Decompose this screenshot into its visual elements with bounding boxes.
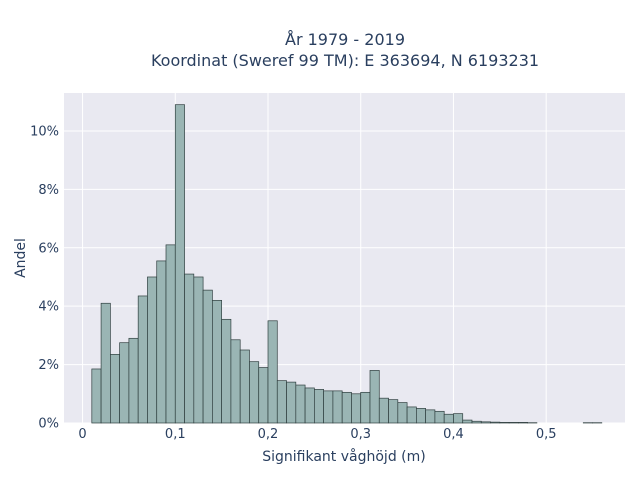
histogram-bar	[443, 413, 454, 424]
x-tick-label: 0,3	[350, 427, 371, 442]
histogram-bar	[360, 391, 371, 424]
x-tick-label: 0	[78, 427, 86, 442]
y-tick-label: 0%	[38, 417, 59, 432]
histogram-bar	[341, 391, 352, 424]
histogram-bar	[416, 408, 426, 424]
y-axis-label: Andel	[13, 238, 29, 278]
histogram-bar	[165, 244, 176, 424]
histogram-bar	[239, 349, 250, 424]
x-axis-label: Signifikant våghöjd (m)	[262, 448, 425, 465]
histogram-bar	[230, 339, 241, 424]
y-tick-label: 2%	[38, 358, 59, 373]
x-tick-label: 0,2	[258, 427, 279, 442]
histogram-bar	[174, 104, 185, 424]
chart-title-line2: Koordinat (Sweref 99 TM): E 363694, N 61…	[151, 51, 539, 70]
histogram-bar	[508, 422, 519, 424]
histogram-bar	[369, 370, 380, 424]
histogram-bar	[323, 390, 334, 424]
histogram-bar	[119, 342, 130, 424]
histogram-bar	[388, 399, 399, 424]
histogram-bar	[276, 380, 287, 424]
histogram-bar	[91, 368, 102, 424]
histogram-bar	[100, 302, 111, 424]
x-tick-labels: 0 0,1 0,2 0,3 0,4 0,5	[78, 427, 556, 442]
x-tick-label: 0,1	[165, 427, 186, 442]
histogram-bar	[406, 406, 417, 424]
histogram-bar	[378, 397, 389, 424]
histogram-bar	[184, 273, 195, 424]
histogram-bar	[434, 410, 445, 424]
histogram-bar	[156, 260, 167, 424]
histogram-bar	[462, 419, 473, 424]
x-tick-label: 0,4	[443, 427, 464, 442]
y-tick-labels: 0% 2% 4% 6% 8% 10%	[30, 124, 59, 431]
histogram-bar	[351, 393, 362, 424]
histogram-bar	[518, 422, 528, 424]
histogram-bar	[258, 367, 269, 424]
chart-title-line1: År 1979 - 2019	[285, 30, 405, 49]
histogram-bar	[314, 389, 324, 424]
histogram-bar	[332, 390, 343, 424]
histogram-bar	[499, 422, 510, 424]
histogram-bar	[397, 402, 408, 424]
histogram-bar	[202, 289, 213, 424]
histogram-bar	[249, 361, 260, 424]
histogram-bar	[304, 387, 315, 424]
histogram-bar	[453, 413, 464, 424]
histogram-bar	[295, 384, 306, 424]
y-tick-label: 6%	[38, 241, 59, 256]
histogram-bar	[471, 420, 482, 424]
histogram-bar	[147, 276, 158, 424]
histogram-bar	[286, 381, 297, 424]
x-tick-label: 0,5	[536, 427, 557, 442]
bars-group	[91, 104, 603, 424]
histogram-bar	[137, 295, 148, 424]
y-tick-label: 8%	[38, 183, 59, 198]
histogram-bar	[128, 337, 139, 424]
histogram-bar	[221, 318, 232, 424]
histogram-bar	[425, 409, 436, 424]
histogram-bar	[480, 421, 491, 424]
y-tick-label: 10%	[30, 124, 59, 139]
histogram-bar	[193, 276, 204, 424]
y-tick-label: 4%	[38, 300, 59, 315]
histogram-bar	[110, 354, 120, 424]
histogram-bar	[212, 299, 222, 424]
histogram-bar	[267, 320, 278, 424]
histogram-bar	[490, 421, 501, 424]
